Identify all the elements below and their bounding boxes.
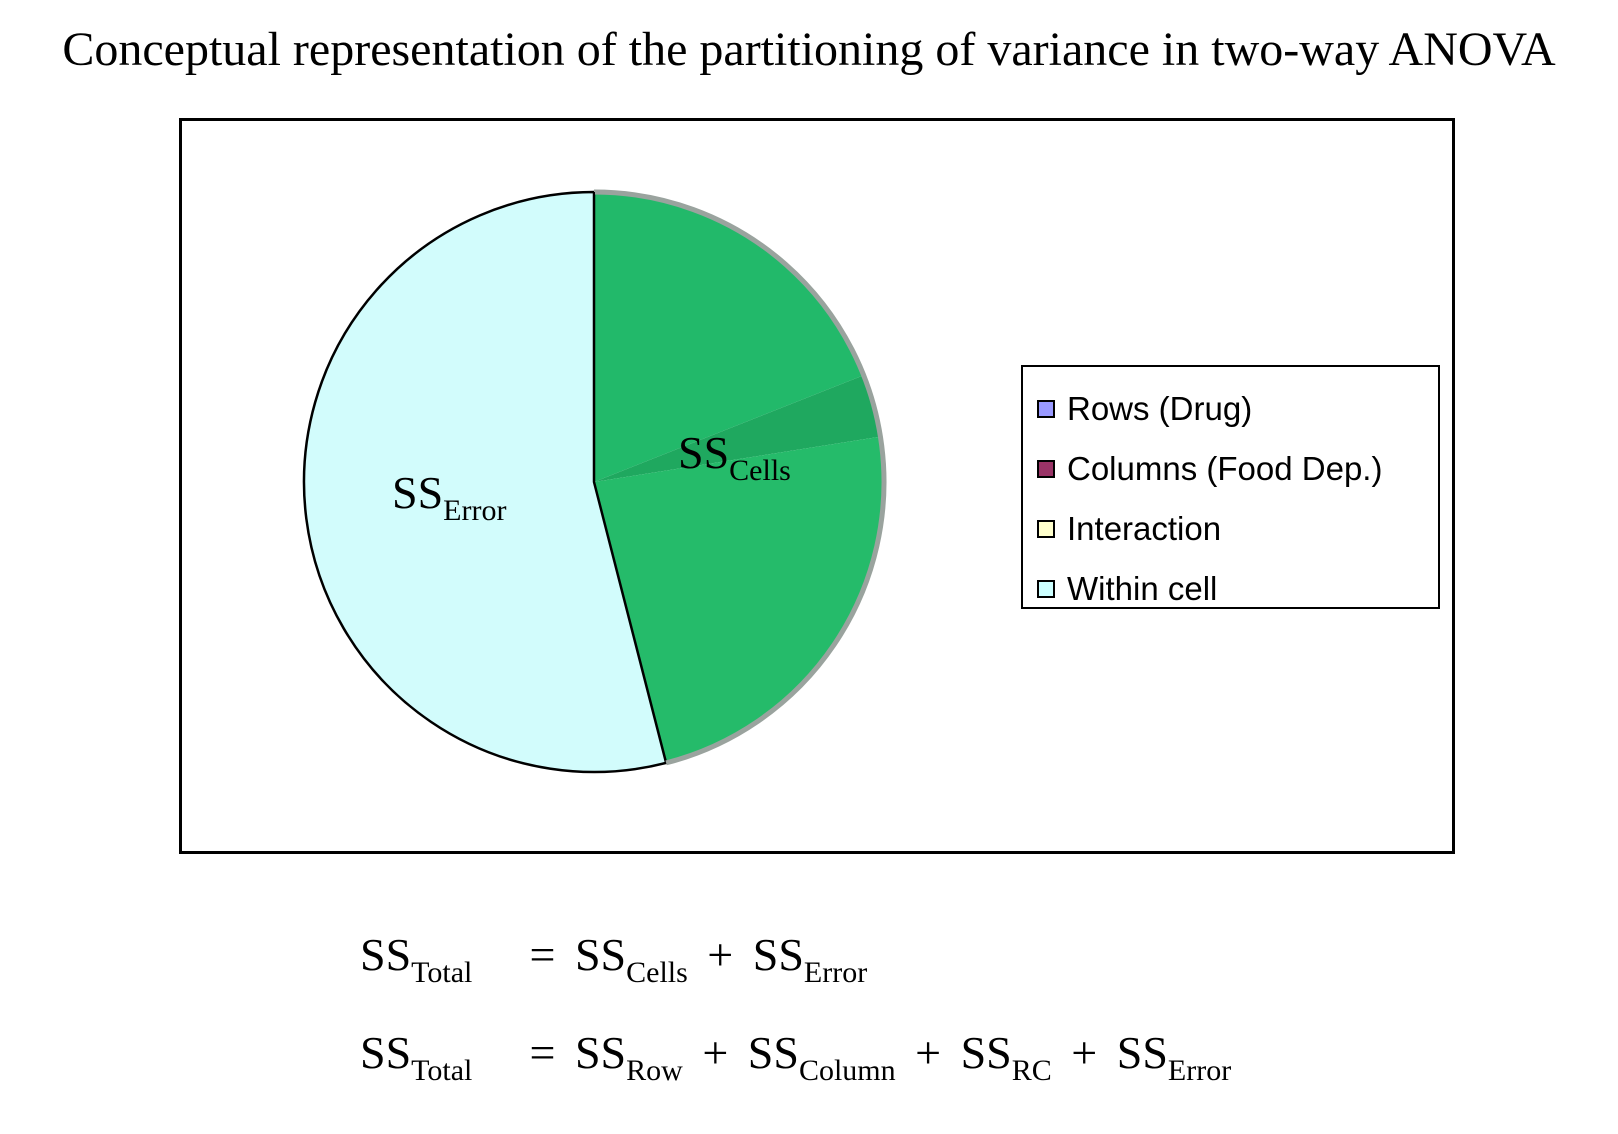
- legend-item: Within cell: [1037, 559, 1438, 619]
- pie-slice-columns-food-dep: [594, 375, 881, 482]
- equation-1: SSTotal = SSCells + SSError: [360, 932, 1231, 1030]
- legend-swatch: [1037, 520, 1055, 538]
- legend-swatch: [1037, 580, 1055, 598]
- pie-slice-within-cell: [303, 192, 667, 773]
- equation-term: SSCells: [574, 929, 688, 989]
- equation-term: SSError: [1116, 1027, 1232, 1087]
- equation-term: SSColumn: [747, 1027, 896, 1087]
- equation-term: SSError: [752, 929, 868, 989]
- pie-slice-interaction: [594, 436, 884, 763]
- pie-label-ss-cells: SSCells: [678, 427, 791, 487]
- equations: SSTotal = SSCells + SSError SSTotal = SS…: [360, 932, 1231, 1128]
- legend-item: Rows (Drug): [1037, 379, 1438, 439]
- equals-sign: =: [529, 1027, 556, 1078]
- plus-sign: +: [915, 1027, 942, 1078]
- plus-sign: +: [707, 929, 734, 980]
- legend-swatch: [1037, 460, 1055, 478]
- equation-2: SSTotal = SSRow + SSColumn + SSRC + SSEr…: [360, 1030, 1231, 1128]
- legend-label: Rows (Drug): [1067, 390, 1253, 427]
- chart-legend: Rows (Drug) Columns (Food Dep.) Interact…: [1021, 365, 1440, 609]
- equation-lhs: SSTotal: [360, 929, 473, 989]
- plus-sign: +: [702, 1027, 729, 1078]
- pie-slice-rows-drug: [594, 192, 864, 482]
- pie-outline-cells: [593, 189, 887, 766]
- equation-term: SSRow: [574, 1027, 683, 1087]
- legend-item: Columns (Food Dep.): [1037, 439, 1438, 499]
- equals-sign: =: [529, 929, 556, 980]
- slide-title: Conceptual representation of the partiti…: [62, 23, 1556, 76]
- equation-term: SSRC: [960, 1027, 1052, 1087]
- legend-label: Within cell: [1067, 570, 1218, 607]
- legend-item: Interaction: [1037, 499, 1438, 559]
- pie-outline-error: [302, 190, 668, 774]
- chart-frame: [179, 118, 1455, 854]
- legend-swatch: [1037, 400, 1055, 418]
- legend-label: Columns (Food Dep.): [1067, 450, 1383, 487]
- pie-label-ss-error: SSError: [392, 467, 507, 527]
- legend-label: Interaction: [1067, 510, 1222, 547]
- equation-lhs: SSTotal: [360, 1027, 473, 1087]
- plus-sign: +: [1071, 1027, 1098, 1078]
